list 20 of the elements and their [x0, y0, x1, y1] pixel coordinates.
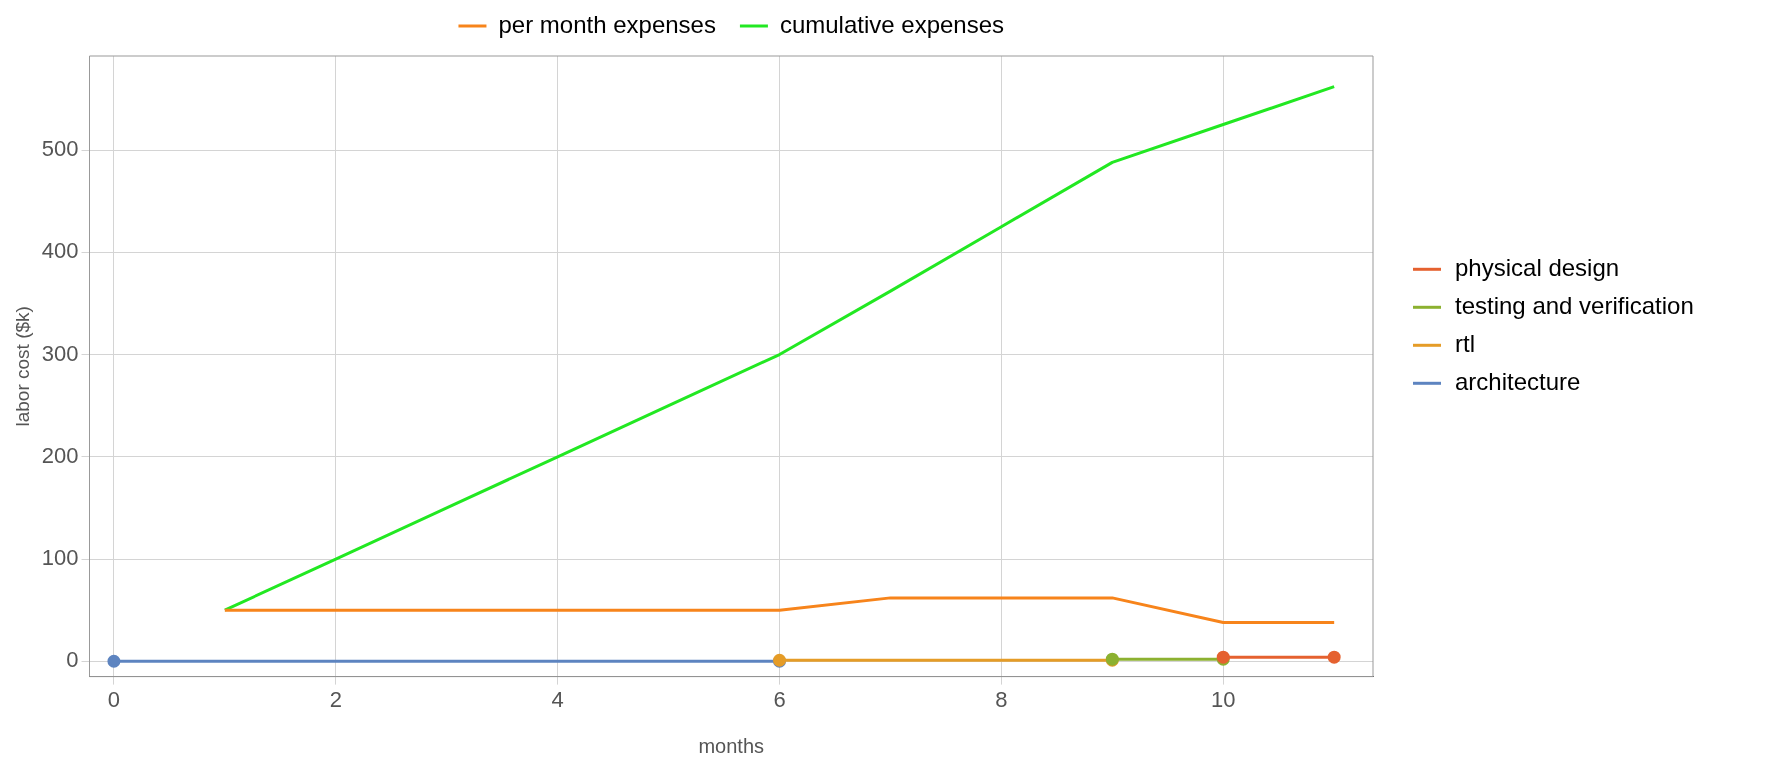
x-axis-title: months [698, 734, 765, 757]
y-axis-title: labor cost ($k) [11, 306, 33, 427]
legend-label: cumulative expenses [779, 10, 1005, 38]
legend-label: rtl [1455, 329, 1475, 357]
x-tick-label: 8 [995, 686, 1008, 712]
y-tick-label: 400 [41, 238, 79, 264]
legend-label: per month expenses [498, 10, 716, 38]
y-tick-label: 500 [41, 136, 79, 162]
x-tick-label: 2 [329, 686, 342, 712]
legend-label: physical design [1455, 253, 1620, 281]
x-tick-label: 4 [551, 686, 564, 712]
legend-label: architecture [1455, 367, 1581, 395]
x-tick-label: 6 [773, 686, 786, 712]
y-tick-label: 200 [41, 442, 79, 468]
y-tick-label: 100 [41, 545, 79, 571]
y-tick-label: 300 [41, 340, 79, 366]
legend-label: testing and verification [1455, 291, 1694, 319]
x-tick-label: 10 [1211, 686, 1236, 712]
x-tick-label: 0 [107, 686, 121, 712]
y-tick-label: 0 [66, 647, 79, 673]
